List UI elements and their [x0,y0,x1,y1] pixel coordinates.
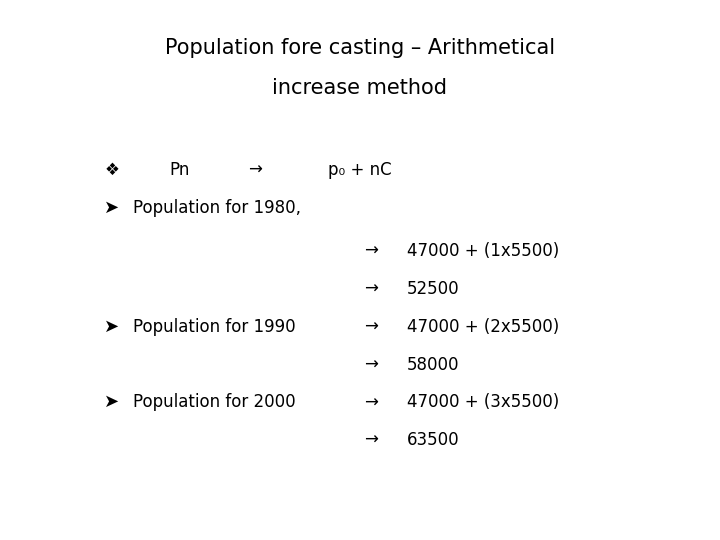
Text: ➤: ➤ [104,199,120,217]
Text: 52500: 52500 [407,280,459,298]
Text: Population fore casting – Arithmetical: Population fore casting – Arithmetical [165,38,555,58]
Text: p₀ + nC: p₀ + nC [328,161,391,179]
Text: Pn: Pn [169,161,189,179]
Text: →: → [364,393,377,411]
Text: 63500: 63500 [407,431,459,449]
Text: ❖: ❖ [104,161,120,179]
Text: 47000 + (1x5500): 47000 + (1x5500) [407,242,559,260]
Text: Population for 1990: Population for 1990 [133,318,296,336]
Text: →: → [364,242,377,260]
Text: →: → [364,318,377,336]
Text: →: → [364,280,377,298]
Text: 47000 + (2x5500): 47000 + (2x5500) [407,318,559,336]
Text: Population for 1980,: Population for 1980, [133,199,301,217]
Text: →: → [364,431,377,449]
Text: 58000: 58000 [407,355,459,374]
Text: ➤: ➤ [104,393,120,411]
Text: increase method: increase method [272,78,448,98]
Text: Population for 2000: Population for 2000 [133,393,296,411]
Text: 47000 + (3x5500): 47000 + (3x5500) [407,393,559,411]
Text: ➤: ➤ [104,318,120,336]
Text: →: → [248,161,262,179]
Text: →: → [364,355,377,374]
